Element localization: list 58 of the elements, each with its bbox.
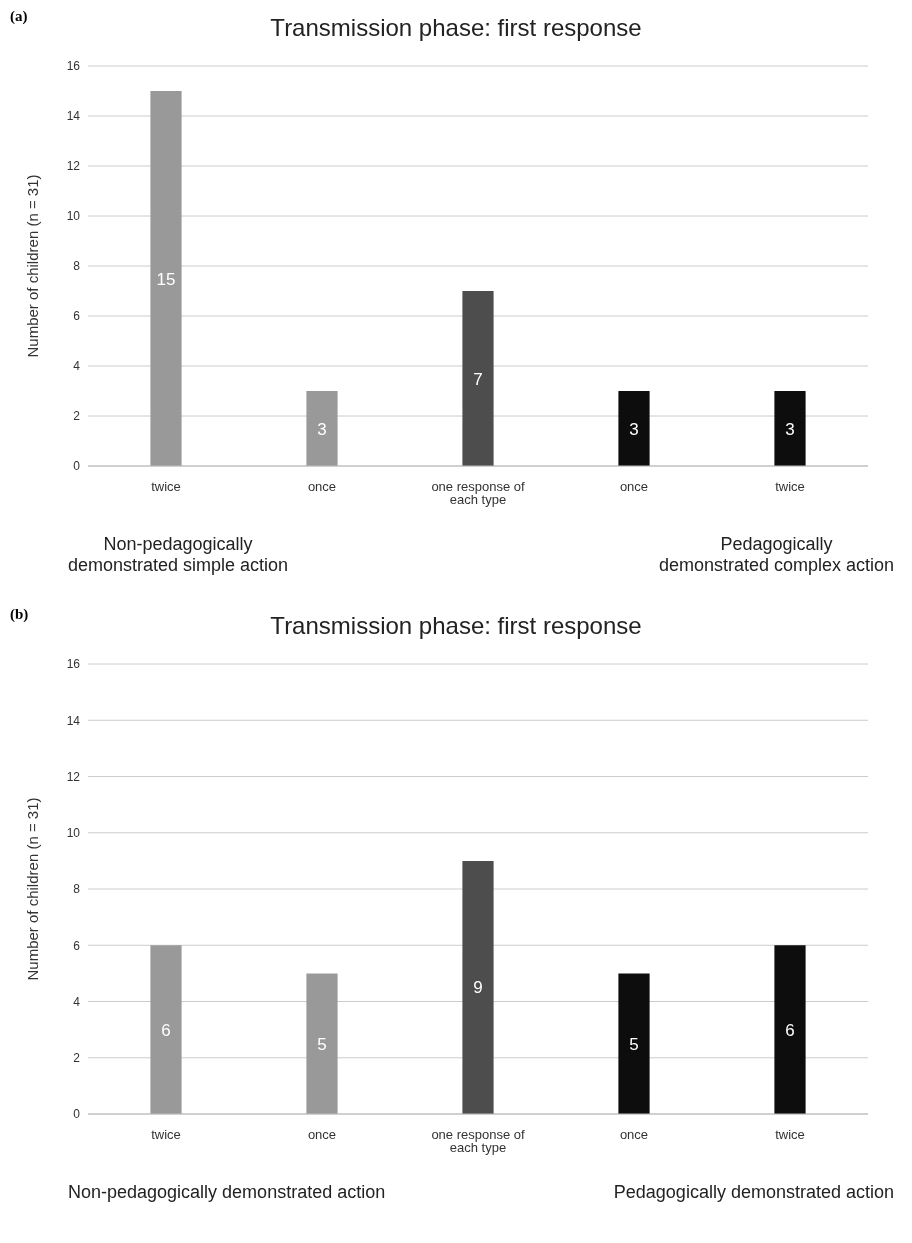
- bar: [462, 860, 494, 1114]
- bar: [306, 973, 338, 1114]
- bar: [774, 391, 806, 466]
- x-tick-label: once: [619, 479, 649, 495]
- y-tick-label: 10: [66, 826, 81, 841]
- text: Pedagogically demonstrated complex action: [658, 534, 894, 576]
- bar: [618, 391, 650, 466]
- data-label: 5: [629, 1034, 639, 1054]
- x-tick-label: twice: [775, 479, 805, 495]
- data-label: 3: [785, 419, 795, 439]
- x-tick-label: once: [619, 1127, 649, 1143]
- bar: [618, 973, 650, 1114]
- x-tick-label: one response of each type: [431, 1127, 526, 1156]
- y-tick-label: 14: [66, 109, 81, 124]
- bar: [150, 91, 182, 466]
- y-tick-label: 6: [73, 309, 81, 324]
- data-label: 15: [156, 269, 176, 289]
- text: Pedagogically demonstrated action: [613, 1182, 894, 1203]
- y-axis-title: Number of children (n = 31): [24, 797, 42, 981]
- bar: [462, 291, 494, 466]
- x-tick-label: twice: [151, 1127, 181, 1143]
- data-label: 6: [161, 1020, 171, 1040]
- text: (b): [10, 606, 29, 623]
- data-label: 3: [317, 419, 327, 439]
- y-tick-label: 16: [66, 59, 81, 74]
- y-tick-label: 8: [73, 882, 81, 897]
- data-label: 5: [317, 1034, 327, 1054]
- text: Non-pedagogically demonstrated action: [68, 1182, 386, 1203]
- y-tick-label: 16: [66, 657, 81, 672]
- y-tick-label: 10: [66, 209, 81, 224]
- data-label: 3: [629, 419, 639, 439]
- bar: [150, 945, 182, 1114]
- x-tick-label: one response of each type: [431, 479, 526, 508]
- y-tick-label: 4: [73, 359, 81, 374]
- data-label: 7: [473, 369, 483, 389]
- y-tick-label: 0: [73, 1107, 81, 1122]
- x-tick-label: once: [307, 1127, 337, 1143]
- y-tick-label: 12: [66, 769, 81, 784]
- text: (a): [10, 8, 28, 25]
- bar: [774, 945, 806, 1114]
- y-tick-label: 6: [73, 938, 81, 953]
- y-axis-title: Number of children (n = 31): [24, 174, 42, 358]
- text: Non-pedagogically demonstrated simple action: [68, 534, 289, 576]
- y-tick-label: 4: [73, 994, 81, 1009]
- y-tick-label: 8: [73, 259, 81, 274]
- y-tick-label: 12: [66, 159, 81, 174]
- y-tick-label: 0: [73, 459, 81, 474]
- chart-title: Transmission phase: first response: [270, 14, 642, 41]
- y-tick-label: 2: [73, 409, 81, 424]
- chart-title: Transmission phase: first response: [270, 612, 642, 639]
- y-tick-label: 14: [66, 713, 81, 728]
- bar: [306, 391, 338, 466]
- data-label: 6: [785, 1020, 795, 1040]
- x-tick-label: twice: [775, 1127, 805, 1143]
- x-tick-label: once: [307, 479, 337, 495]
- y-tick-label: 2: [73, 1051, 81, 1066]
- x-tick-label: twice: [151, 479, 181, 495]
- data-label: 9: [473, 978, 483, 998]
